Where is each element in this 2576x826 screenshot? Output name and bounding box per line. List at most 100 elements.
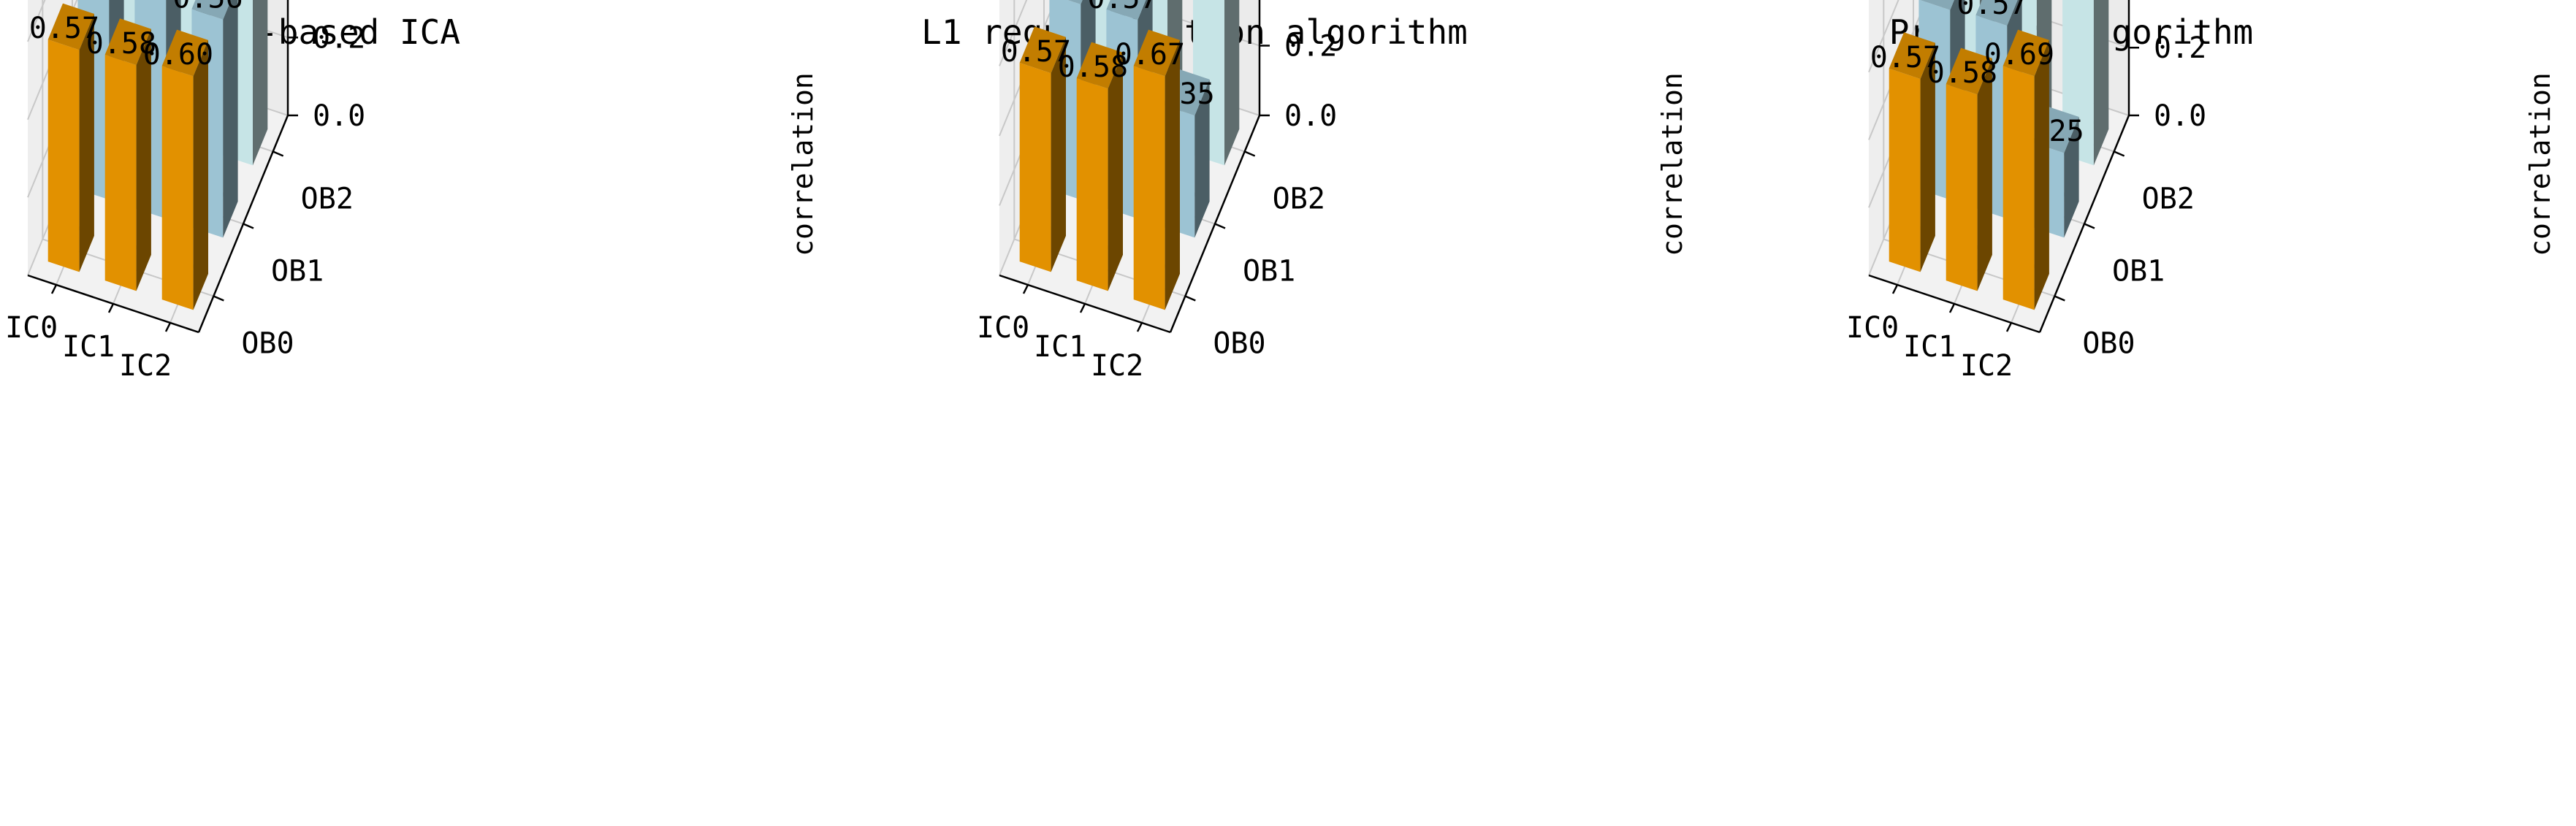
y-tick-label: OB0 — [241, 327, 294, 361]
y-tick — [1214, 223, 1226, 229]
y-tick — [1244, 150, 1256, 157]
bar-value-label: 0.57 — [29, 12, 99, 45]
bar-side-face — [1194, 79, 1210, 238]
bar-value-label: 0.58 — [86, 27, 156, 61]
x-tick-label: IC1 — [1903, 330, 1956, 364]
bar-value-label: 0.58 — [1058, 50, 1128, 84]
bar-value-label: 0.69 — [1984, 38, 2054, 72]
bar-value-label: 0.58 — [1927, 56, 1997, 90]
bar-value-label: 0.57 — [1956, 0, 2027, 21]
bar-side-face — [136, 28, 151, 291]
bar-value-label: 0.57 — [1001, 35, 1071, 69]
y-tick — [2114, 150, 2125, 157]
bar-side-face — [193, 39, 208, 310]
y-tick-label: OB1 — [271, 255, 324, 288]
bar-top-face — [47, 3, 94, 50]
bar-side-face — [1108, 52, 1123, 291]
bars: 0.580.580.670.560.570.350.570.580.67 — [1001, 0, 1240, 310]
bar-side-face — [223, 0, 238, 238]
y-tick-label: OB0 — [1213, 327, 1265, 361]
y-tick — [2084, 223, 2095, 229]
chart-panel-1: IC0IC1IC2OB0OB1OB20.00.20.40.6correlatio… — [921, 0, 1688, 383]
bar-side-face — [1051, 37, 1066, 272]
bar-top-face — [1920, 0, 1954, 10]
bar-side-face — [2034, 39, 2049, 310]
z-tick-label: 0.2 — [1284, 29, 1337, 63]
bar-side-face — [1165, 39, 1180, 310]
x-tick — [2005, 322, 2013, 332]
x-tick-label: IC2 — [1091, 349, 1143, 383]
bar-side-face — [79, 13, 94, 272]
bar-top-face — [104, 18, 151, 66]
bars: 0.580.570.690.560.570.250.570.580.69 — [1870, 0, 2109, 310]
z-tick-label: 0.2 — [313, 21, 365, 55]
x-tick — [1948, 303, 1956, 313]
bar-side-face — [253, 0, 268, 166]
y-tick-label: OB2 — [2142, 183, 2195, 216]
x-tick — [1136, 322, 1143, 332]
bar-value-label: 0.56 — [172, 0, 243, 15]
bar-value-label: 0.56 — [1899, 0, 1970, 5]
x-tick-label: IC2 — [1960, 349, 2013, 383]
x-tick — [50, 284, 58, 294]
bar-value-label: 0.60 — [143, 38, 213, 72]
bar-top-face — [1133, 29, 1180, 77]
z-tick-label: 0.0 — [313, 99, 365, 133]
bar-top-face — [161, 29, 208, 77]
y-tick-label: OB1 — [1243, 255, 1295, 288]
y-tick-label: OB2 — [1273, 183, 1325, 216]
bar-IC0-OB0: 0.57 — [29, 3, 99, 272]
bar-front-face — [1076, 78, 1108, 291]
bar-side-face — [1977, 58, 1992, 291]
bar-IC1-OB0: 0.58 — [1927, 47, 1997, 291]
x-tick-label: IC2 — [119, 349, 172, 383]
bar-front-face — [1946, 84, 1978, 291]
chart-panel-0: IC0IC1IC2OB0OB1OB20.00.20.40.6correlatio… — [5, 0, 819, 383]
x-tick — [1022, 284, 1029, 294]
bar-front-face — [47, 39, 80, 272]
z-axis-label: correlation — [787, 72, 819, 256]
bar-side-face — [1920, 42, 1935, 272]
x-tick-label: IC1 — [62, 330, 115, 364]
bar-top-face — [1946, 47, 1992, 95]
bar-value-label: 0.67 — [1115, 38, 1185, 72]
bar-top-face — [1106, 0, 1146, 20]
bar-front-face — [2003, 66, 2035, 310]
bar-top-face — [1067, 0, 1083, 4]
x-tick — [1079, 303, 1086, 313]
x-tick — [1891, 284, 1899, 294]
bar-value-label: 0.57 — [1870, 41, 1940, 74]
x-tick-label: IC1 — [1034, 330, 1086, 364]
bar-front-face — [1889, 68, 1921, 272]
z-axis-label: correlation — [2524, 72, 2556, 256]
z-tick-label: 0.0 — [2154, 99, 2206, 133]
bar-top-face — [1076, 42, 1123, 89]
x-tick — [107, 303, 115, 313]
bar-top-face — [191, 0, 232, 20]
bar-IC1-OB0: 0.58 — [86, 18, 156, 291]
bar-top-face — [1019, 26, 1066, 74]
z-tick-label: 0.0 — [1284, 99, 1337, 133]
y-tick-label: OB1 — [2112, 255, 2165, 288]
y-tick — [213, 295, 224, 302]
x-tick-label: IC0 — [1846, 311, 1899, 345]
bar-front-face — [1133, 66, 1165, 310]
bar-IC2-OB0: 0.67 — [1115, 29, 1185, 310]
bar-top-face — [1889, 32, 1935, 80]
bar-front-face — [161, 66, 194, 310]
y-tick-label: OB2 — [301, 183, 354, 216]
bar-IC1-OB0: 0.58 — [1058, 42, 1128, 291]
bar-IC0-OB0: 0.57 — [1870, 32, 1940, 272]
bar-front-face — [104, 54, 137, 291]
y-tick — [273, 150, 284, 157]
y-tick — [243, 223, 254, 229]
chart-panel-2: IC0IC1IC2OB0OB1OB20.00.20.40.6correlatio… — [1846, 0, 2556, 383]
bar-side-face — [1224, 0, 1240, 166]
bar-side-face — [2064, 117, 2079, 238]
bar-side-face — [2093, 0, 2109, 166]
y-tick — [2054, 295, 2065, 302]
x-tick-label: IC0 — [5, 311, 58, 345]
bar-top-face — [1975, 0, 2018, 26]
